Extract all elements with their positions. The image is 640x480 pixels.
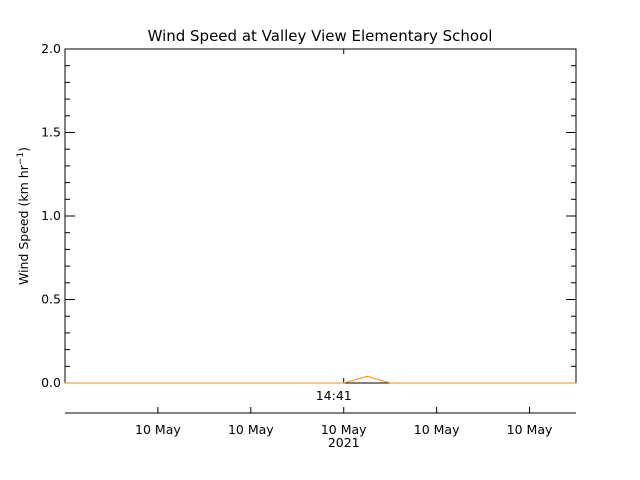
wind-speed-data-point [64,382,66,384]
y-tick-label: 1.0 [41,208,61,223]
chart-title: Wind Speed at Valley View Elementary Sch… [148,27,493,45]
plot-area: 0.0 0.5 1.0 1.5 2.0 14:41 10 May 10 May 10 May 10… [41,41,577,450]
wind-speed-data-point [389,382,391,384]
wind-speed-series-line [65,375,576,384]
y-tick-label: 1.5 [41,125,61,140]
y-tick-label: 0.5 [41,292,61,307]
x-date-year-label: 2021 [328,435,360,450]
y-tick-label: 2.0 [41,41,61,56]
x-date-tick-label: 10 May [507,422,553,437]
x-date-tick-label: 10 May [321,422,367,437]
wind-speed-data-point [366,375,368,377]
y-axis-label-close: ) [16,147,31,152]
plot-frame [64,48,577,384]
y-axis-label: Wind Speed (km hr−1) [16,147,31,285]
y-axis-label-base: Wind Speed (km hr [16,164,31,285]
wind-speed-data-point [343,382,345,384]
x-date-tick-label: 10 May [228,422,274,437]
x-date-tick-label: 10 May [414,422,460,437]
wind-speed-data-point [575,382,577,384]
y-axis-label-superscript: −1 [16,152,26,165]
y-tick-label: 0.0 [41,375,61,390]
x-time-tick-label: 14:41 [316,388,352,403]
x-date-tick-label: 10 May [135,422,181,437]
